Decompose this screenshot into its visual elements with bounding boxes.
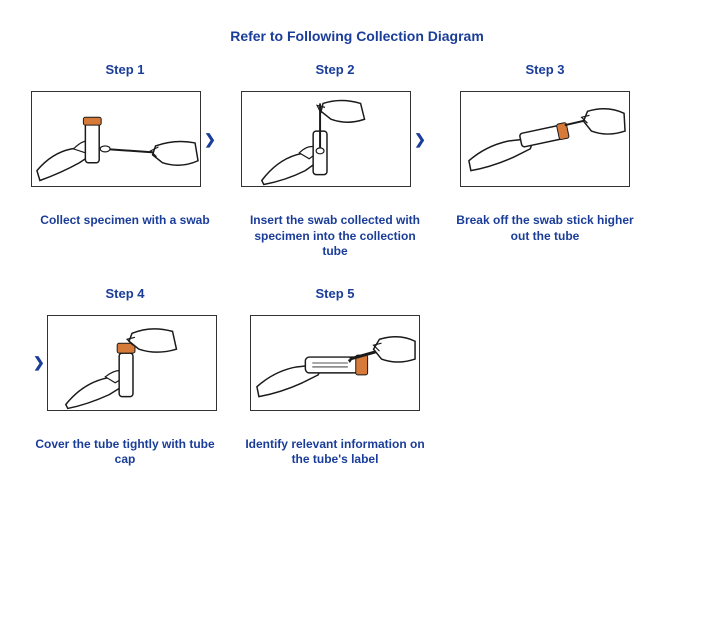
arrow-after-2: ❯ xyxy=(411,131,429,148)
step-5-illustration xyxy=(250,315,420,411)
step-3-illustration xyxy=(460,91,630,187)
step-4-caption: Cover the tube tightly with tube cap xyxy=(30,437,220,468)
step-1-illustration xyxy=(31,91,201,187)
step-2: Step 2 ❯ Insert the swab co xyxy=(230,56,440,260)
step-4-illustration xyxy=(47,315,217,411)
step-4-title: Step 4 xyxy=(105,286,144,301)
step-3-title: Step 3 xyxy=(525,62,564,77)
arrow-after-1: ❯ xyxy=(201,131,219,148)
step-1-title: Step 1 xyxy=(105,62,144,77)
step-2-caption: Insert the swab collected with specimen … xyxy=(240,213,430,260)
step-5-title: Step 5 xyxy=(315,286,354,301)
step-3-caption: Break off the swab stick higher out the … xyxy=(450,213,640,244)
step-1: Step 1 ❯ Collect xyxy=(20,56,230,260)
step-2-title: Step 2 xyxy=(315,62,354,77)
step-4: Step 4 ❯ Cover the tube tightly with t xyxy=(20,280,230,468)
arrow-before-4: ❯ xyxy=(33,354,47,371)
step-3: Step 3 Break off the swab stick higher o… xyxy=(440,56,650,260)
step-2-illustration xyxy=(241,91,411,187)
step-5: Step 5 xyxy=(230,280,440,468)
step-1-caption: Collect specimen with a swab xyxy=(40,213,209,229)
main-title: Refer to Following Collection Diagram xyxy=(0,0,714,56)
step-5-caption: Identify relevant information on the tub… xyxy=(240,437,430,468)
steps-grid: Step 1 ❯ Collect xyxy=(0,56,714,488)
